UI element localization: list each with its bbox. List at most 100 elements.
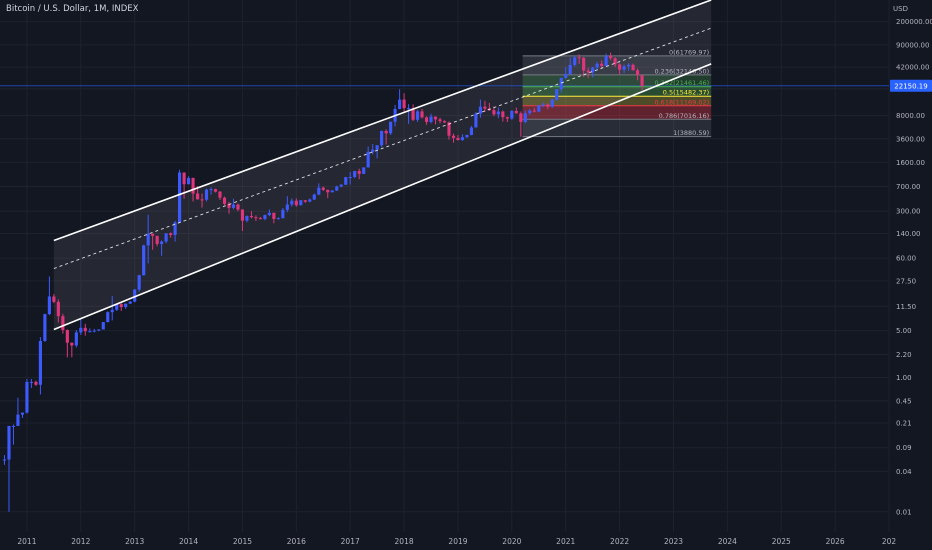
time-tick-label: 2016 xyxy=(287,537,306,546)
channel-lines xyxy=(53,0,712,331)
time-tick-label: 2025 xyxy=(772,537,791,546)
channel-mid-line xyxy=(53,27,712,269)
candle-body xyxy=(200,199,204,201)
candle-body xyxy=(133,289,137,302)
candle-body xyxy=(142,245,146,276)
candle-body xyxy=(218,191,222,198)
candle-body xyxy=(380,130,384,146)
candle-body xyxy=(411,108,415,120)
candle-body xyxy=(272,212,276,219)
candle-body xyxy=(110,309,114,313)
candle-body xyxy=(326,189,330,193)
price-tick-label: 0.04 xyxy=(896,468,912,476)
candle-body xyxy=(330,190,334,193)
candle-body xyxy=(415,111,420,120)
candle-body xyxy=(564,74,568,78)
time-tick-label: 2023 xyxy=(664,537,683,546)
candle-body xyxy=(294,200,298,206)
time-tick-label: 2011 xyxy=(17,537,36,546)
candle-body xyxy=(353,171,357,178)
time-tick-label: 2012 xyxy=(71,537,90,546)
channel-fill-area xyxy=(53,0,712,330)
candle-body xyxy=(160,241,164,244)
time-tick-label: 2021 xyxy=(556,537,575,546)
time-tick-label: 2020 xyxy=(502,537,521,546)
candle-body xyxy=(384,130,388,134)
fib-level-label: 0(61769.97) xyxy=(669,48,709,56)
candle-body xyxy=(196,193,200,200)
candle-body xyxy=(505,117,509,119)
time-tick-label: 2015 xyxy=(233,537,252,546)
candle-body xyxy=(56,301,60,317)
candle-body xyxy=(245,216,249,221)
candle-body xyxy=(586,70,590,73)
currency-label: USD xyxy=(893,5,908,13)
candle-body xyxy=(537,105,541,112)
candle-body xyxy=(451,135,456,138)
candle-body xyxy=(357,171,361,174)
price-tick-label: 1.00 xyxy=(896,374,912,382)
price-tick-label: 11.50 xyxy=(896,303,916,311)
candle-body xyxy=(541,104,545,106)
candle-body xyxy=(604,56,608,66)
candle-body xyxy=(312,194,316,200)
candle-body xyxy=(16,414,20,426)
candle-body xyxy=(34,381,38,385)
candle-body xyxy=(124,303,128,308)
candle-body xyxy=(83,327,87,332)
price-tick-label: 90000.00 xyxy=(896,41,929,49)
candle-body xyxy=(613,58,617,65)
price-tick-label: 3600.00 xyxy=(896,135,925,143)
symbol-title[interactable]: Bitcoin / U.S. Dollar, 1M, INDEX xyxy=(6,4,139,14)
candle-body xyxy=(420,111,424,118)
candle-body xyxy=(236,204,240,210)
fib-zone xyxy=(522,74,712,87)
candle-body xyxy=(43,314,47,341)
time-tick-label: 2019 xyxy=(448,537,467,546)
fib-level-label: 1(3880.59) xyxy=(673,129,709,137)
candle-body xyxy=(366,151,370,168)
time-tick-label: 2017 xyxy=(341,537,360,546)
time-tick-label: 2014 xyxy=(179,537,198,546)
price-axis[interactable]: USD200000.0090000.0042000.0020000.008000… xyxy=(890,5,932,516)
fib-level-label: 0.382(21461.46) xyxy=(654,79,709,87)
candle-body xyxy=(191,177,195,194)
candle-body xyxy=(52,296,56,302)
candle-body xyxy=(631,64,635,71)
candle-body xyxy=(339,184,343,187)
candle-body xyxy=(577,57,581,59)
candle-body xyxy=(258,218,262,220)
price-tick-label: 5.00 xyxy=(896,327,912,335)
time-tick-label: 2022 xyxy=(610,537,629,546)
candle-body xyxy=(398,99,402,109)
candle-body xyxy=(146,233,150,246)
candle-body xyxy=(496,111,500,115)
current-price-tag xyxy=(890,79,932,92)
price-tick-label: 1600.00 xyxy=(896,159,925,167)
fib-zone xyxy=(522,119,712,137)
fib-level-label: 0.618(11169.02) xyxy=(654,98,709,106)
time-scale[interactable] xyxy=(0,532,932,550)
candle-body xyxy=(469,127,474,135)
candle-body xyxy=(375,145,379,150)
candle-body xyxy=(573,57,577,65)
candlestick-series xyxy=(2,52,644,512)
time-axis[interactable]: 2011 2012 2013 2014 2015 2016 2017 2018 2019 2020… xyxy=(17,537,896,546)
candle-body xyxy=(402,99,406,109)
fib-zone xyxy=(522,86,712,97)
fib-level-label: 0.236(32146.50) xyxy=(654,67,709,75)
candle-body xyxy=(92,330,96,332)
candle-body xyxy=(204,189,209,200)
candle-body xyxy=(227,203,231,208)
candle-body xyxy=(532,110,536,112)
candle-body xyxy=(474,113,478,128)
candle-body xyxy=(582,57,586,71)
candle-body xyxy=(389,121,393,134)
channel-band xyxy=(0,0,889,330)
candle-body xyxy=(290,200,294,205)
candle-body xyxy=(20,412,25,415)
candle-body xyxy=(460,137,465,141)
candle-body xyxy=(456,137,460,141)
candle-body xyxy=(11,425,16,427)
